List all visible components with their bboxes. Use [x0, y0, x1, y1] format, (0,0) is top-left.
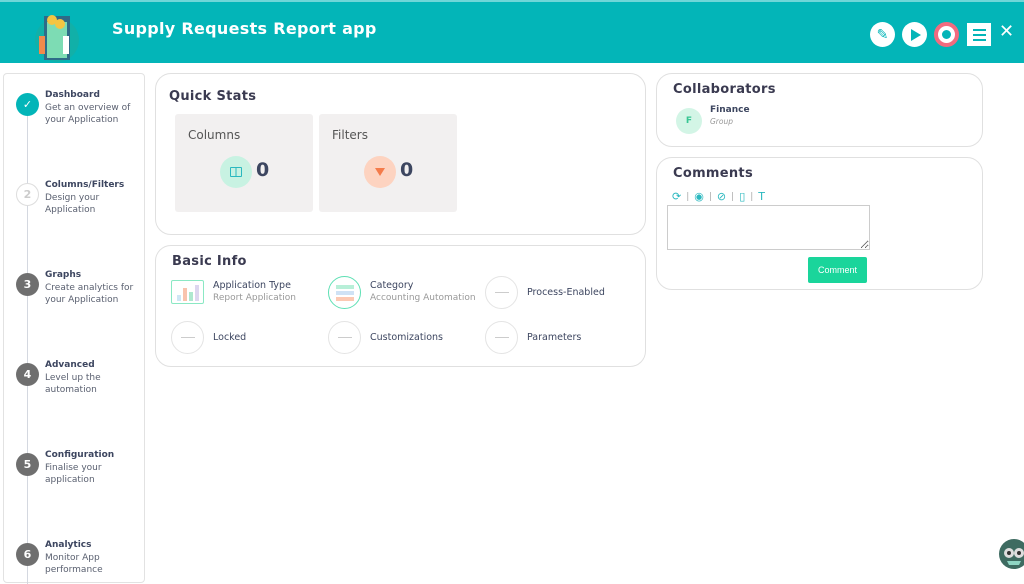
step-title: Advanced — [45, 360, 95, 370]
dash-icon — [328, 321, 361, 354]
clipboard-icon[interactable]: ▯ — [739, 190, 746, 203]
comments-card: Comments ⟳ | ◉ | ⊘ | ▯ | T Comment — [656, 157, 983, 290]
locked: Locked — [171, 321, 321, 355]
application-type: Application Type Report Application — [171, 276, 321, 310]
basic-info-card: Basic Info Application Type Report Appli… — [155, 245, 646, 367]
card-title: Comments — [673, 166, 753, 181]
avatar: F — [676, 108, 702, 134]
card-title: Quick Stats — [169, 89, 257, 104]
filter-icon — [364, 156, 396, 188]
columns-icon — [220, 156, 252, 188]
pencil-icon: ✎ — [876, 26, 889, 43]
step-number: 6 — [16, 543, 39, 566]
comment-input[interactable] — [667, 205, 870, 250]
card-title: Collaborators — [673, 82, 776, 97]
info-label: Application Type — [213, 280, 291, 291]
step-title: Analytics — [45, 540, 92, 550]
step-title: Configuration — [45, 450, 115, 460]
process-enabled: Process-Enabled — [485, 276, 635, 310]
step-number: 4 — [16, 363, 39, 386]
info-label: Process-Enabled — [527, 287, 605, 298]
category: Category Accounting Automation — [328, 276, 478, 310]
steps-sidebar: ✓ Dashboard Get an overview of your Appli… — [3, 73, 145, 584]
menu-icon — [972, 28, 986, 31]
collaborator-name: Finance — [710, 105, 750, 115]
step-title: Dashboard — [45, 90, 100, 100]
refresh-icon[interactable]: ⟳ — [672, 190, 682, 203]
step-number: 2 — [16, 183, 39, 206]
stat-value: 0 — [256, 159, 270, 181]
parameters: Parameters — [485, 321, 635, 355]
step-number: 5 — [16, 453, 39, 476]
comment-toolbar: ⟳ | ◉ | ⊘ | ▯ | T — [672, 190, 766, 203]
step-desc: Design your Application — [45, 192, 100, 216]
customizations: Customizations — [328, 321, 478, 355]
list-icon — [328, 276, 361, 309]
info-label: Category — [370, 280, 414, 291]
app-title: Supply Requests Report app — [112, 19, 377, 38]
megaphone-icon — [942, 30, 951, 39]
stat-label: Columns — [188, 128, 241, 142]
play-icon — [911, 28, 921, 41]
announce-button[interactable] — [934, 22, 959, 47]
info-label: Locked — [213, 332, 247, 343]
card-title: Basic Info — [172, 254, 247, 269]
dash-icon — [485, 321, 518, 354]
assistant-owl-icon[interactable] — [999, 539, 1024, 569]
step-desc: Get an overview of your Application — [45, 102, 131, 126]
app-header: Supply Requests Report app ✎ ✕ — [0, 0, 1024, 63]
comment-button[interactable]: Comment — [808, 257, 867, 283]
close-button[interactable]: ✕ — [999, 21, 1015, 42]
step-title: Graphs — [45, 270, 82, 280]
check-icon: ✓ — [16, 93, 39, 116]
columns-stat[interactable]: Columns 0 — [175, 114, 313, 212]
app-logo — [35, 15, 79, 62]
dash-icon — [171, 321, 204, 354]
info-label: Parameters — [527, 332, 582, 343]
bar-chart-icon — [171, 280, 204, 304]
steps-line — [27, 104, 28, 584]
stat-value: 0 — [400, 159, 414, 181]
menu-button[interactable] — [967, 23, 991, 46]
collaborator-type: Group — [710, 117, 733, 126]
step-desc: Level up the automation — [45, 372, 101, 396]
stat-label: Filters — [332, 128, 368, 142]
step-desc: Create analytics for your Application — [45, 282, 134, 306]
quick-stats-card: Quick Stats Columns 0 Filters 0 — [155, 73, 646, 235]
edit-button[interactable]: ✎ — [870, 22, 895, 47]
eye-icon[interactable]: ◉ — [694, 190, 704, 203]
filters-stat[interactable]: Filters 0 — [319, 114, 457, 212]
collaborators-card: Collaborators F Finance Group — [656, 73, 983, 147]
step-title: Columns/Filters — [45, 180, 125, 190]
info-value: Report Application — [213, 293, 296, 303]
dash-icon — [485, 276, 518, 309]
eye-off-icon[interactable]: ⊘ — [716, 190, 727, 203]
run-button[interactable] — [902, 22, 927, 47]
text-icon[interactable]: T — [758, 190, 766, 203]
step-desc: Finalise your application — [45, 462, 102, 486]
info-label: Customizations — [370, 332, 443, 343]
step-desc: Monitor App performance — [45, 552, 103, 576]
info-value: Accounting Automation — [370, 293, 476, 303]
step-number: 3 — [16, 273, 39, 296]
